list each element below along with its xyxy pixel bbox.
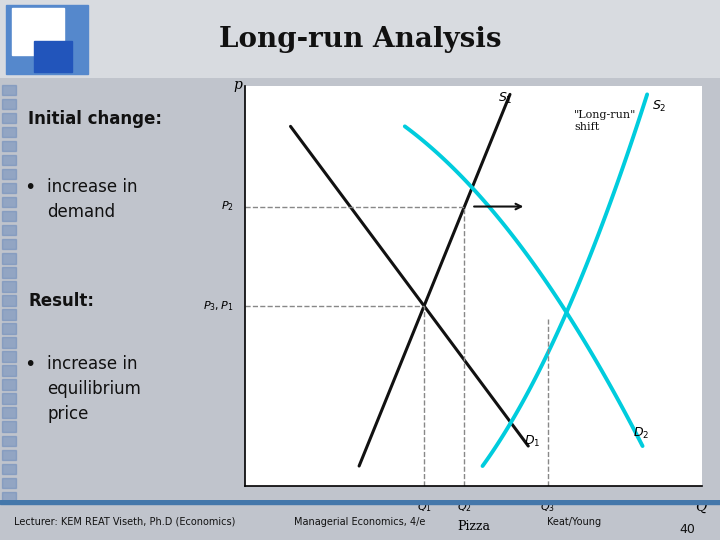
Text: Lecturer: KEM REAT Viseth, Ph.D (Economics): Lecturer: KEM REAT Viseth, Ph.D (Economi…	[14, 517, 235, 527]
Bar	[1, 421, 16, 432]
Text: Result:: Result:	[29, 292, 94, 309]
Text: Keat/Young: Keat/Young	[547, 517, 601, 527]
Text: $S_1$: $S_1$	[498, 91, 513, 106]
Bar	[1, 183, 16, 193]
Bar	[1, 337, 16, 348]
Bar	[1, 225, 16, 235]
Bar	[1, 211, 16, 221]
Bar	[1, 281, 16, 292]
Text: Initial change:: Initial change:	[29, 111, 163, 129]
Bar	[1, 98, 16, 109]
Text: "Long-run"
shift: "Long-run" shift	[574, 110, 636, 132]
Bar	[1, 351, 16, 362]
Text: Q: Q	[695, 500, 706, 514]
Bar	[1, 168, 16, 179]
Bar	[1, 253, 16, 264]
Text: $Q_1$: $Q_1$	[417, 500, 431, 514]
Bar	[0, 500, 720, 504]
Text: •: •	[24, 178, 35, 197]
Text: Managerial Economics, 4/e: Managerial Economics, 4/e	[294, 517, 426, 527]
Bar	[1, 126, 16, 137]
Text: 40: 40	[679, 523, 695, 536]
Text: Pizza: Pizza	[457, 520, 490, 533]
Text: $D_2$: $D_2$	[634, 426, 649, 441]
Bar	[12, 8, 64, 55]
Bar	[1, 267, 16, 278]
Bar	[34, 40, 72, 72]
Text: $Q_3$: $Q_3$	[540, 500, 555, 514]
Bar	[1, 197, 16, 207]
Text: $P_2$: $P_2$	[220, 200, 233, 213]
Bar	[1, 435, 16, 446]
Bar	[1, 84, 16, 95]
Bar	[1, 477, 16, 488]
Bar	[1, 295, 16, 306]
Bar	[1, 309, 16, 320]
Bar	[1, 379, 16, 390]
Text: Long-run Analysis: Long-run Analysis	[219, 25, 501, 52]
Bar	[1, 239, 16, 249]
Text: $P_3, P_1$: $P_3, P_1$	[203, 299, 233, 313]
Text: $Q_2$: $Q_2$	[457, 500, 472, 514]
Text: p: p	[233, 78, 243, 92]
Bar	[1, 323, 16, 334]
Text: $S_2$: $S_2$	[652, 99, 666, 114]
Bar	[1, 140, 16, 151]
Bar	[6, 5, 89, 75]
Bar	[1, 365, 16, 376]
Bar	[1, 112, 16, 123]
Bar	[1, 393, 16, 404]
Bar	[1, 463, 16, 474]
Text: $D_1$: $D_1$	[523, 434, 540, 449]
Text: •: •	[24, 355, 35, 374]
Bar	[1, 491, 16, 502]
Bar	[1, 154, 16, 165]
Text: increase in
equilibrium
price: increase in equilibrium price	[48, 355, 141, 423]
Bar	[1, 449, 16, 460]
Text: increase in
demand: increase in demand	[48, 178, 138, 221]
Bar	[1, 407, 16, 418]
